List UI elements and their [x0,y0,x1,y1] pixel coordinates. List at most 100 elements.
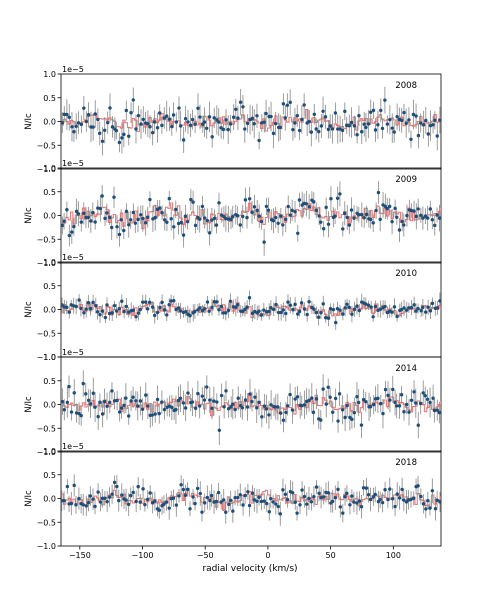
data-point [74,209,79,214]
y-tick-label: −0.5 [37,518,56,527]
x-tick-label: −100 [132,551,154,560]
data-point [395,492,399,496]
data-point [285,497,290,502]
data-point [100,309,105,313]
data-point [297,309,302,314]
data-point [360,130,364,134]
data-point [402,498,406,502]
data-point [428,506,432,510]
data-point [74,304,78,309]
data-point [139,122,143,126]
data-point [395,215,399,219]
data-point [216,490,221,495]
data-point [105,211,109,215]
data-point [345,123,349,128]
data-point [288,392,292,397]
data-point [400,487,404,492]
data-point [395,314,399,319]
data-point [174,120,179,124]
plot-area [61,181,441,256]
data-point [399,393,404,397]
data-point [102,399,107,404]
data-point [221,127,226,132]
data-point [412,496,416,500]
data-point [235,214,240,218]
data-point [141,487,145,491]
data-point [61,303,64,307]
data-point [309,130,314,134]
data-point [202,120,207,124]
data-point [160,123,164,128]
data-point [247,197,252,201]
data-point [115,225,119,229]
data-point [336,419,340,423]
data-point [136,484,140,489]
data-point [284,410,288,415]
data-point [312,200,316,204]
data-point [195,486,200,491]
data-point [226,217,231,221]
data-point [86,501,91,505]
data-point [314,208,318,213]
data-point [345,491,349,496]
data-point [319,124,324,128]
data-point [296,231,300,235]
y-offset-label: 1e−5 [62,159,84,168]
data-point [119,406,124,410]
data-point [91,391,96,395]
data-point [76,212,81,216]
data-point [112,399,117,403]
data-point [108,106,112,110]
data-point [322,495,326,499]
y-tick-label: 0.5 [43,282,56,291]
data-point [259,219,264,224]
data-point [122,132,126,137]
data-point [188,314,192,318]
data-point [136,404,140,408]
data-point [214,223,219,227]
data-point [96,414,100,419]
data-point [69,410,74,414]
data-point [245,405,250,409]
data-point [205,495,210,500]
data-point [435,134,439,138]
data-point [341,511,345,515]
data-point [205,218,209,223]
data-point [394,404,399,408]
data-point [269,114,273,119]
data-point [386,497,390,502]
data-point [343,495,347,499]
data-point [131,308,136,312]
data-point [203,307,207,311]
data-point [150,305,155,309]
data-point [74,503,78,507]
data-point [324,402,328,406]
data-point [178,396,183,400]
data-point [285,103,290,107]
data-point [165,313,169,317]
data-point [323,115,328,119]
data-point [65,208,69,212]
data-point [110,389,114,393]
data-point [95,310,100,314]
data-point [359,504,364,509]
data-point [212,216,217,221]
data-point [115,398,119,403]
x-tick-label: 0 [265,551,270,560]
data-point [241,105,245,109]
data-point [264,111,268,116]
data-point [88,306,93,311]
data-point [231,215,235,219]
data-point [65,484,70,489]
data-point [169,217,173,221]
y-tick-label: 0.5 [43,188,56,197]
data-point [198,306,202,310]
data-point [124,396,128,400]
data-point [359,423,364,427]
plot-area [61,474,441,526]
y-tick-label: −1.0 [37,542,56,551]
data-point [402,223,406,227]
data-point [207,231,212,235]
data-point [257,309,261,313]
data-point [163,218,167,222]
